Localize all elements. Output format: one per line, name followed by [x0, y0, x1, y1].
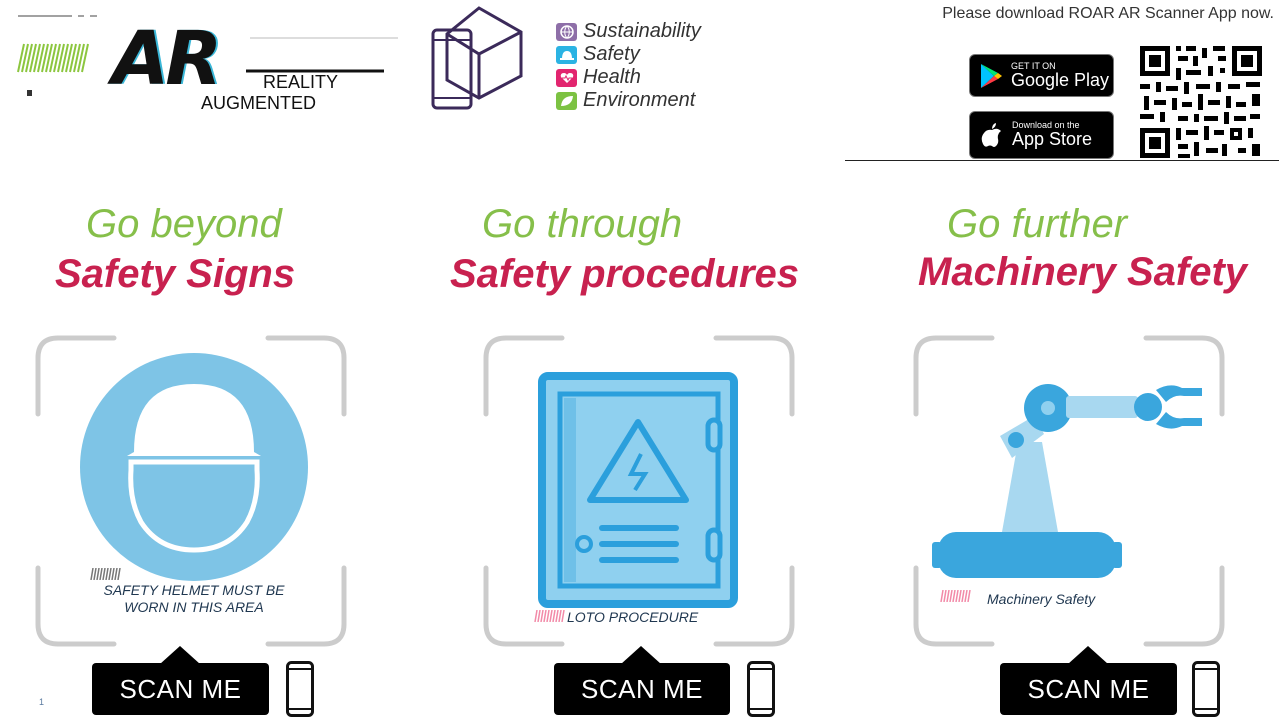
sshe-item-health: Health	[556, 66, 756, 89]
sshe-item-sustainability: Sustainability	[556, 20, 756, 43]
column2-caption-stripes	[534, 610, 565, 622]
column1-scan-frame	[35, 335, 347, 647]
safety-helmet-icon	[80, 353, 308, 581]
column3-smartphone-icon	[1192, 661, 1220, 717]
column3-scan-frame	[913, 335, 1225, 647]
column2-title: Safety procedures	[450, 252, 800, 296]
sshe-label-safety: Safety	[583, 43, 640, 65]
sshe-list: Sustainability Safety Health Environment	[556, 20, 756, 112]
column1-caption-line1: SAFETY HELMET MUST BE	[103, 582, 285, 598]
column3-caption-stripes	[940, 590, 971, 602]
qr-code[interactable]	[1138, 44, 1264, 160]
column3-caption: Machinery Safety	[987, 591, 1096, 607]
column1-scan-me-button[interactable]: SCAN ME	[92, 663, 269, 715]
column1-go-text: Go beyond	[86, 202, 282, 246]
robot-arm-icon	[932, 384, 1202, 578]
column1-caption: SAFETY HELMET MUST BE WORN IN THIS AREA	[64, 582, 324, 616]
phone-cube-icon	[431, 6, 523, 110]
column1-caption-stripes	[90, 568, 121, 580]
sshe-label-health: Health	[583, 66, 641, 88]
app-store-big-text: App Store	[1012, 129, 1093, 150]
column2-smartphone-icon	[747, 661, 775, 717]
column1-caption-line2: WORN IN THIS AREA	[124, 599, 264, 615]
header-divider	[845, 160, 1279, 161]
ar-wordmark: AR	[112, 16, 222, 102]
sshe-item-environment: Environment	[556, 89, 756, 112]
column1-title: Safety Signs	[55, 252, 296, 296]
slide-number: 1	[39, 697, 45, 707]
google-play-icon	[981, 63, 1002, 88]
column2-go-text: Go through	[482, 202, 683, 246]
sshe-label-environment: Environment	[583, 89, 696, 111]
column3-scan-me-button[interactable]: SCAN ME	[1000, 663, 1177, 715]
hard-hat-icon	[556, 45, 577, 64]
augmented-text: AUGMENTED	[201, 93, 317, 113]
ar-logo-decoration	[17, 15, 398, 96]
column3-scan-arrow	[1068, 646, 1108, 664]
download-instruction: Please download ROAR AR Scanner App now.	[942, 5, 1274, 22]
column2-scan-arrow	[621, 646, 661, 664]
column3-title: Machinery Safety	[918, 250, 1248, 294]
leaf-icon	[556, 91, 577, 110]
column2-caption: LOTO PROCEDURE	[567, 609, 699, 625]
electrical-panel-icon	[538, 372, 738, 608]
sshe-label-sustainability: Sustainability	[583, 20, 701, 42]
google-play-button[interactable]: GET IT ON Google Play	[969, 54, 1114, 97]
google-play-big-text: Google Play	[1011, 69, 1110, 90]
heart-pulse-icon	[556, 68, 577, 87]
sshe-item-safety: Safety	[556, 43, 756, 66]
apple-icon	[981, 123, 1001, 147]
app-store-button[interactable]: Download on the App Store	[969, 111, 1114, 159]
column1-scan-arrow	[160, 646, 200, 664]
column3-go-text: Go further	[947, 202, 1128, 246]
column2-scan-me-button[interactable]: SCAN ME	[554, 663, 730, 715]
column1-smartphone-icon	[286, 661, 314, 717]
ar-logo: AR REALITY AUGMENTED	[0, 0, 400, 120]
google-play-small-text: GET IT ON	[1011, 60, 1056, 71]
reality-text: REALITY	[263, 72, 339, 92]
globe-icon	[556, 22, 577, 41]
app-store-small-text: Download on the	[1012, 120, 1080, 131]
column2-scan-frame	[483, 335, 795, 647]
